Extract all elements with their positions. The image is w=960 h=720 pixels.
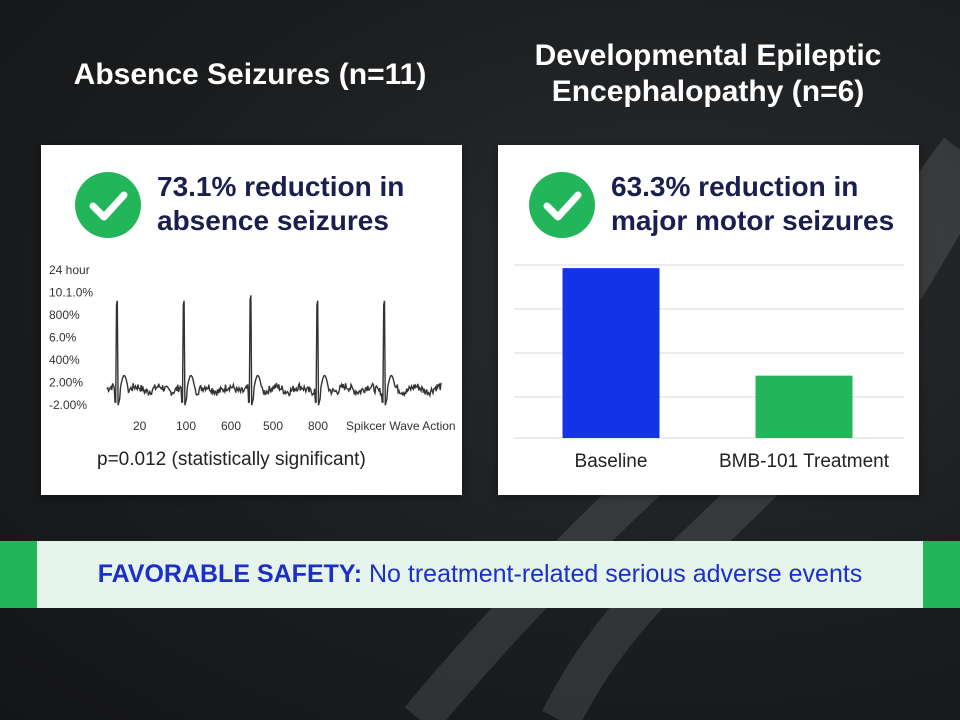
eeg-series-line [106, 295, 442, 406]
safety-banner-label: FAVORABLE SAFETY: [97, 560, 363, 588]
result-line1: 63.3% reduction in [611, 171, 859, 202]
check-circle-icon [529, 172, 595, 238]
safety-banner-text: FAVORABLE SAFETY: No treatment-related s… [37, 541, 923, 608]
absence-result-text: 73.1% reduction in absence seizures [157, 170, 404, 238]
result-line1: 73.1% reduction in [157, 171, 405, 202]
right-heading-line2: Encephalopathy (n=6) [551, 75, 865, 108]
left-heading: Absence Seizures (n=11) [73, 58, 427, 91]
check-circle-icon [75, 172, 141, 238]
y-tick-label: 400% [49, 353, 80, 367]
y-tick-label: 10.1.0% [49, 286, 93, 300]
x-tick-label: Spikcer Wave Action [346, 419, 456, 433]
y-tick-label: 24 hour [49, 263, 90, 277]
motor-result-text: 63.3% reduction in major motor seizures [611, 170, 894, 238]
p-value-text: p=0.012 (statistically significant) [97, 449, 366, 470]
y-tick-label: -2.00% [49, 398, 87, 412]
x-tick-label: 500 [263, 419, 283, 433]
x-category-label: BMB-101 Treatment [719, 451, 890, 472]
absence-seizures-card: 73.1% reduction in absence seizures 24 h… [41, 145, 462, 495]
banner-stripe-right [923, 541, 960, 608]
x-tick-label: 100 [176, 419, 196, 433]
x-tick-label: 600 [221, 419, 241, 433]
right-heading: Developmental Epileptic Encephalopathy (… [498, 38, 918, 110]
x-category-label: Baseline [575, 451, 648, 472]
eeg-line-chart: 24 hour 10.1.0% 800% 6.0% 400% 2.00% -2.00% 20 1… [49, 263, 456, 433]
safety-banner-message: No treatment-related serious adverse eve… [362, 560, 863, 588]
y-tick-label: 800% [49, 308, 80, 322]
bar-treatment [755, 375, 853, 438]
seizure-bar-chart: Baseline BMB-101 Treatment [514, 264, 904, 472]
motor-seizures-card: 63.3% reduction in major motor seizures … [498, 145, 919, 495]
y-tick-label: 6.0% [49, 331, 77, 345]
result-line2: major motor seizures [611, 205, 895, 236]
x-tick-label: 800 [308, 419, 328, 433]
safety-banner: FAVORABLE SAFETY: No treatment-related s… [0, 541, 960, 608]
bar-baseline [562, 268, 660, 438]
x-tick-label: 20 [133, 419, 147, 433]
result-line2: absence seizures [157, 205, 389, 236]
banner-stripe-left [0, 541, 37, 608]
y-tick-label: 2.00% [49, 376, 83, 390]
right-heading-line1: Developmental Epileptic [534, 39, 882, 72]
